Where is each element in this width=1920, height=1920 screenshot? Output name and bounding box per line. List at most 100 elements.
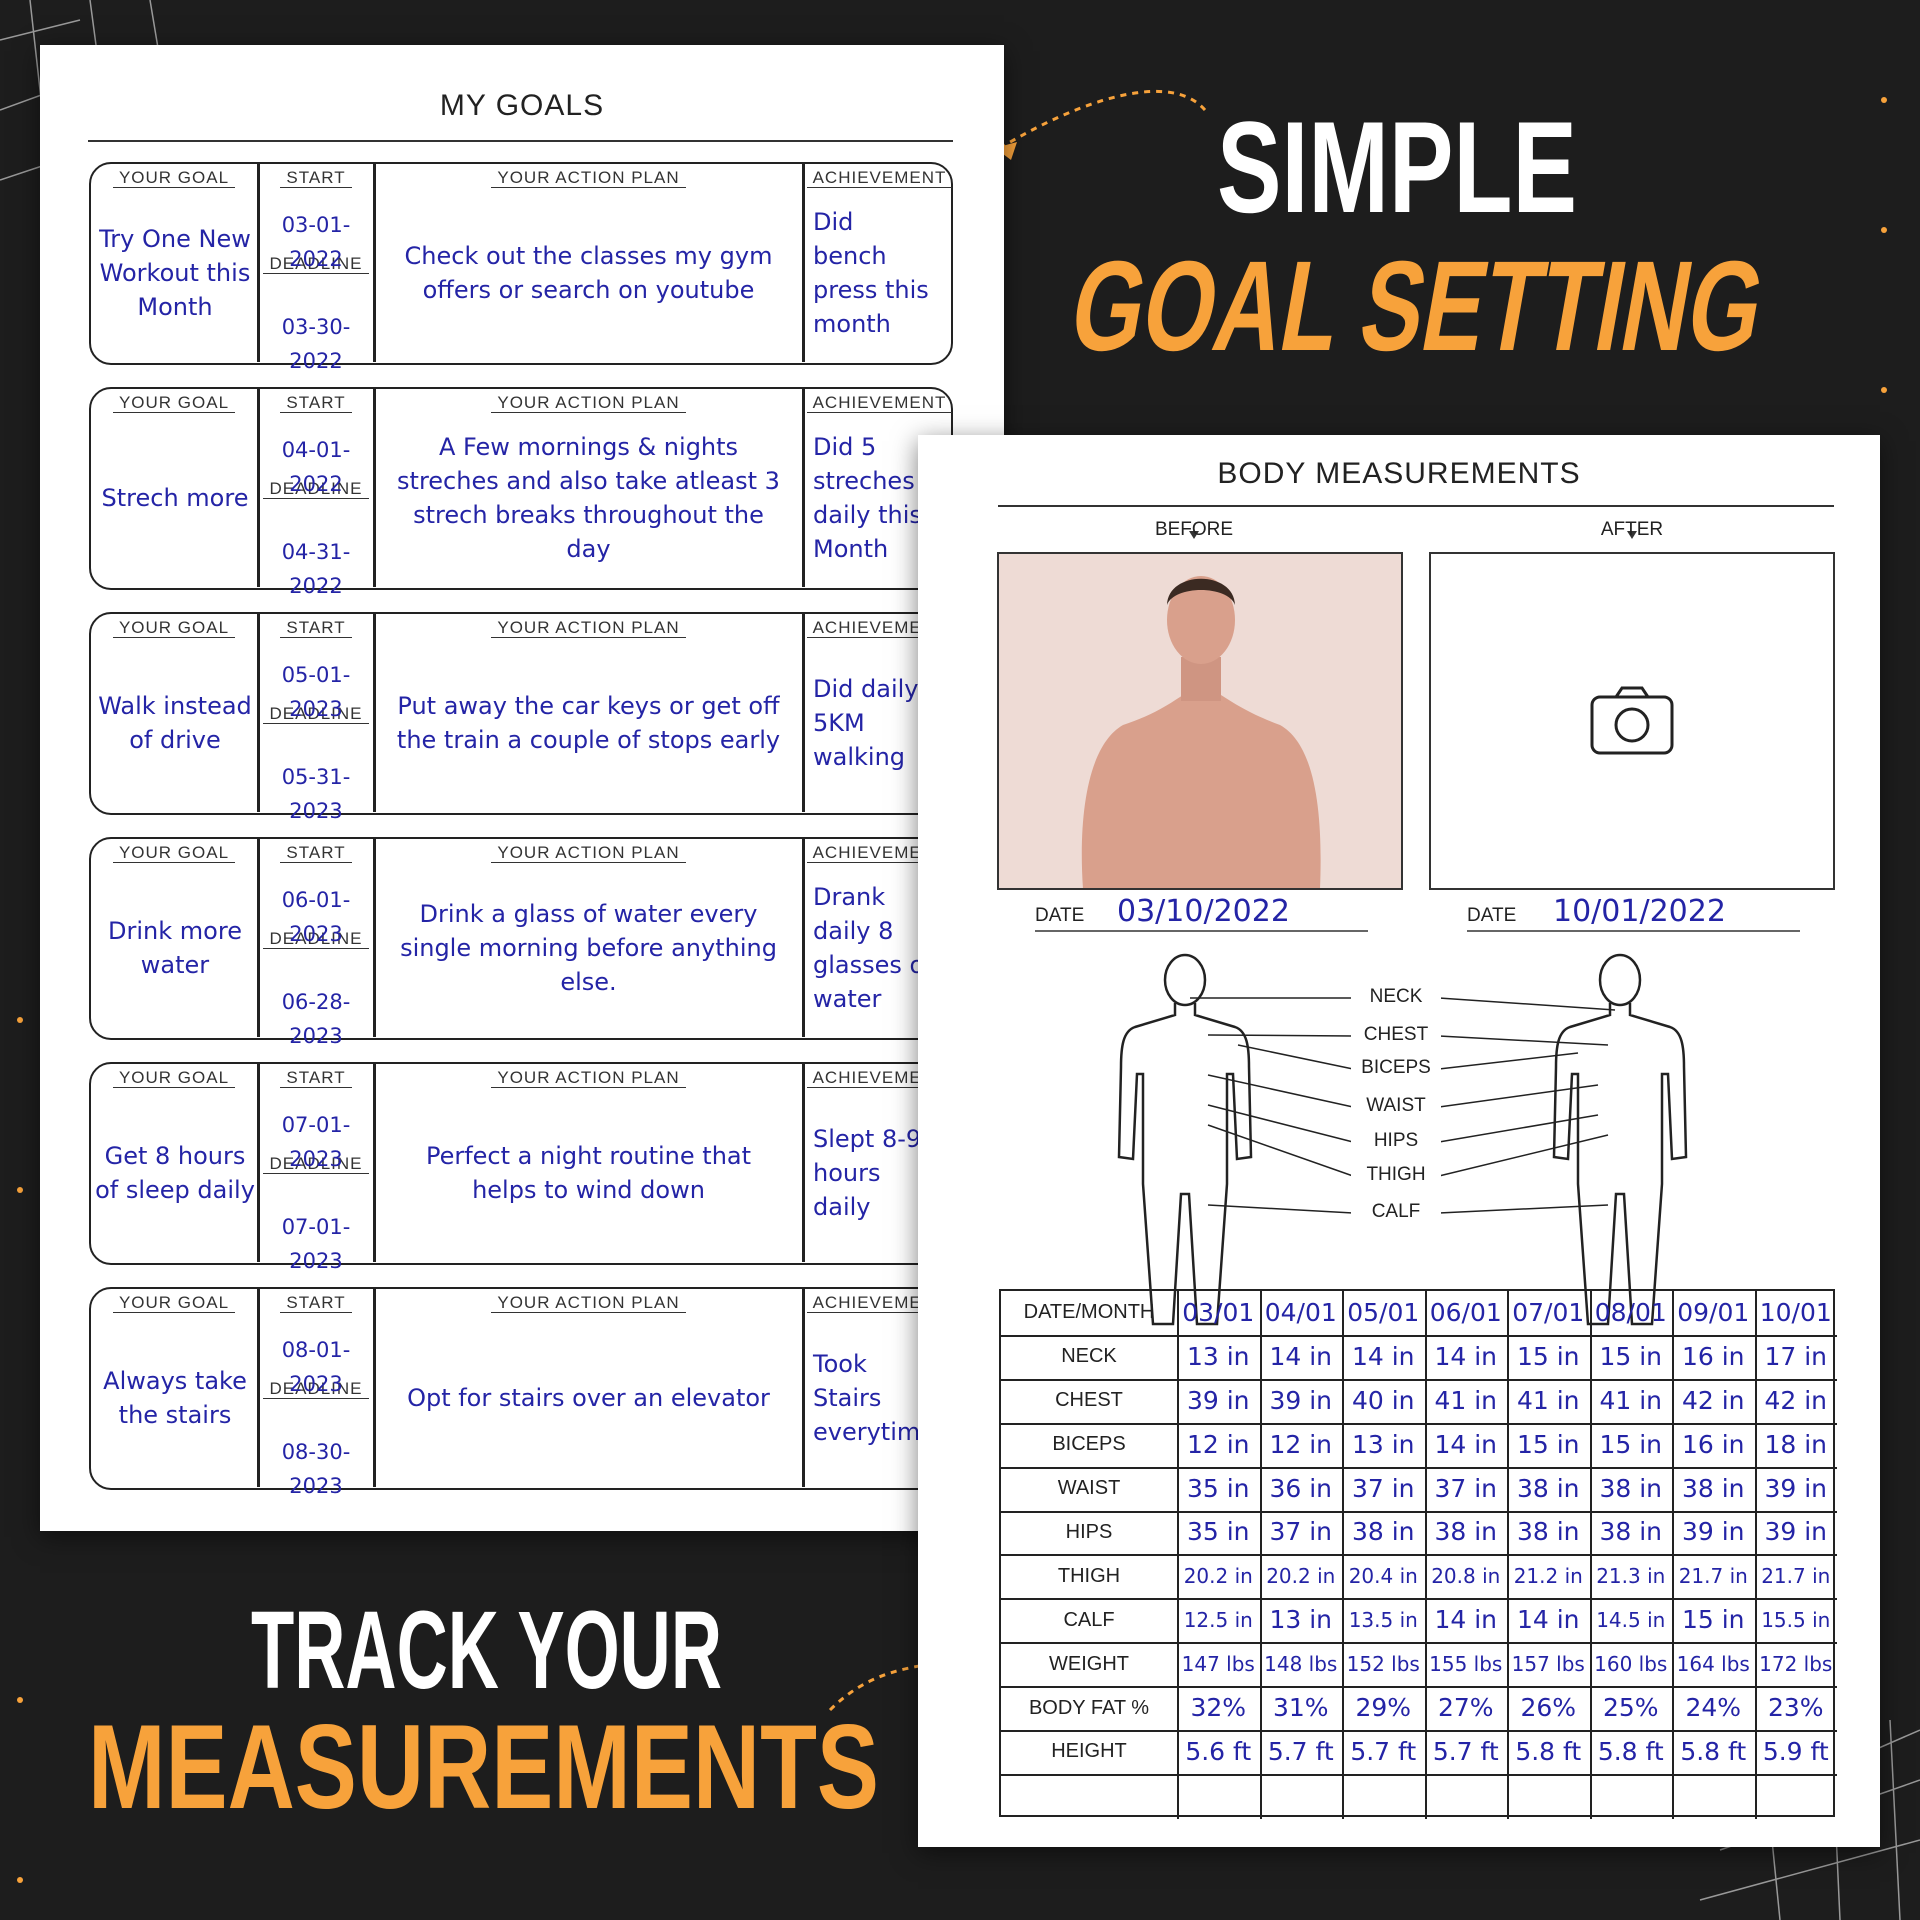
start-label: START xyxy=(280,618,352,638)
measurement: 15 in xyxy=(1681,1605,1745,1635)
measurement: 148 lbs xyxy=(1264,1652,1338,1677)
measurement: 155 lbs xyxy=(1429,1652,1503,1677)
measurement: 15 in xyxy=(1516,1341,1580,1371)
month-header: 06/01 xyxy=(1429,1297,1502,1327)
col-rule xyxy=(1342,1291,1344,1819)
measurement: 157 lbs xyxy=(1511,1652,1585,1677)
goal-label-wrap: YOUR GOAL xyxy=(91,1068,257,1088)
start-date: 03-01-2022 xyxy=(281,213,351,271)
column-divider xyxy=(802,1289,805,1487)
measurement: 5.7 ft xyxy=(1267,1736,1334,1766)
goals-title: MY GOALS xyxy=(439,89,605,122)
measurement: 23% xyxy=(1767,1693,1824,1723)
measurement: 38 in xyxy=(1516,1473,1580,1503)
achievement-label: ACHIEVEMENT xyxy=(806,168,953,188)
body-part-label: THIGH xyxy=(1351,1164,1441,1186)
deadline-date: 08-30-2023 xyxy=(281,1440,351,1498)
measurement: 37 in xyxy=(1434,1473,1498,1503)
action-plan: A Few mornings & nights streches and als… xyxy=(397,433,780,563)
start-label: START xyxy=(280,168,352,188)
measurement: 39 in xyxy=(1186,1385,1250,1415)
deadline-label-wrap: DEADLINE xyxy=(259,704,373,724)
start-date: 05-01-2023 xyxy=(281,663,351,721)
measurement: 35 in xyxy=(1186,1517,1250,1547)
plan-label: YOUR ACTION PLAN xyxy=(491,1068,686,1088)
row-rule xyxy=(1001,1773,1837,1776)
month-header: 09/01 xyxy=(1677,1297,1750,1327)
achievement: Slept 8-9 hours daily xyxy=(813,1125,922,1221)
deadline-date: 06-28-2023 xyxy=(281,990,351,1048)
plan-label: YOUR ACTION PLAN xyxy=(491,393,686,413)
column-divider xyxy=(802,1064,805,1262)
column-divider xyxy=(802,164,805,362)
measurement: 38 in xyxy=(1681,1473,1745,1503)
row-label: THIGH xyxy=(1057,1564,1121,1587)
achievement: Did daily 5KM walking xyxy=(813,675,919,771)
row-rule xyxy=(1001,1598,1837,1601)
row-label: CHEST xyxy=(1055,1389,1123,1412)
measurement: 164 lbs xyxy=(1676,1652,1750,1677)
plan-label: YOUR ACTION PLAN xyxy=(491,843,686,863)
measurement: 5.7 ft xyxy=(1432,1736,1499,1766)
start-label-wrap: START xyxy=(259,393,373,413)
measurement: 41 in xyxy=(1434,1385,1498,1415)
col-rule xyxy=(1589,1291,1592,1819)
col-rule xyxy=(1177,1291,1179,1819)
column-divider xyxy=(802,614,805,812)
headline-top: SIMPLE xyxy=(1217,94,1577,240)
measurement: 38 in xyxy=(1434,1517,1498,1547)
measurement: 16 in xyxy=(1681,1429,1745,1459)
measurement: 41 in xyxy=(1599,1385,1663,1415)
column-divider xyxy=(802,389,805,587)
date-label: DATE xyxy=(1035,905,1085,926)
measurement: 13 in xyxy=(1351,1429,1415,1459)
plan-label: YOUR ACTION PLAN xyxy=(491,168,686,188)
photo xyxy=(998,553,1402,889)
achievement-label: ACHIEVEMENT xyxy=(806,843,953,863)
deadline-date: 07-01-2023 xyxy=(281,1215,351,1273)
row-label: HEIGHT xyxy=(1051,1740,1127,1763)
row-label: CALF xyxy=(1063,1608,1115,1631)
measurement: 25% xyxy=(1602,1693,1659,1723)
measurement: 38 in xyxy=(1599,1473,1663,1503)
measurement: 37 in xyxy=(1269,1517,1333,1547)
body-part-label: CHEST xyxy=(1351,1024,1441,1046)
month-header: 10/01 xyxy=(1759,1297,1832,1327)
illustration xyxy=(997,505,1835,1326)
month-header: 07/01 xyxy=(1512,1297,1585,1327)
goal-text: Try One New Workout this Month xyxy=(99,225,251,321)
goal-label: YOUR GOAL xyxy=(112,393,236,413)
achievement-label-wrap: ACHIEVEMENT xyxy=(804,168,955,188)
body-part-label: CALF xyxy=(1351,1201,1441,1223)
row-rule xyxy=(1001,1554,1837,1557)
measurement: 21.3 in xyxy=(1596,1564,1666,1589)
measurement: 21.7 in xyxy=(1678,1564,1748,1589)
deadline-label: DEADLINE xyxy=(263,1154,369,1174)
measurement: 31% xyxy=(1272,1693,1329,1723)
measurement: 5.8 ft xyxy=(1597,1736,1664,1766)
measurement: 5.9 ft xyxy=(1762,1736,1829,1766)
col-rule xyxy=(1424,1291,1427,1819)
measurement: 147 lbs xyxy=(1181,1652,1255,1677)
row-rule xyxy=(1001,1334,1837,1337)
row-label: HIPS xyxy=(1065,1520,1113,1543)
measurement: 13 in xyxy=(1269,1605,1333,1635)
deadline-label-wrap: DEADLINE xyxy=(259,1379,373,1399)
deadline-label: DEADLINE xyxy=(263,479,369,499)
goal-text: Always take the stairs xyxy=(103,1367,247,1429)
row-rule xyxy=(1001,1686,1837,1689)
goal-label: YOUR GOAL xyxy=(112,1068,236,1088)
col-rule xyxy=(1259,1291,1262,1819)
date-label: DATE xyxy=(1467,905,1517,926)
measurement: 35 in xyxy=(1186,1473,1250,1503)
achievement: Did 5 streches daily this Month xyxy=(813,433,922,563)
col-rule xyxy=(1507,1291,1509,1819)
col-rule xyxy=(1672,1291,1674,1819)
measurement: 24% xyxy=(1685,1693,1742,1723)
goal-row: YOUR GOAL START DEADLINE YOUR ACTION PLAN AC… xyxy=(89,1062,953,1273)
measurement: 16 in xyxy=(1681,1341,1745,1371)
measurement: 39 in xyxy=(1764,1473,1828,1503)
column-divider xyxy=(257,164,260,362)
col-rule xyxy=(1754,1291,1757,1819)
column-divider xyxy=(373,839,376,1037)
